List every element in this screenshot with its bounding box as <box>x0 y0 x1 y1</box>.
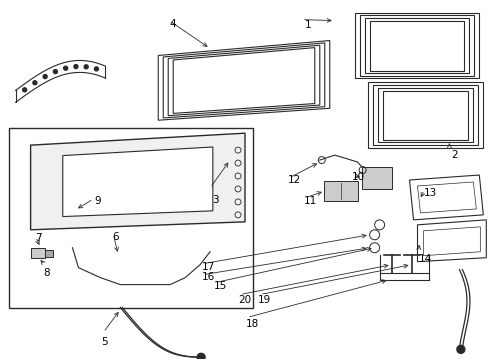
Text: 8: 8 <box>43 268 50 278</box>
Circle shape <box>63 66 67 70</box>
Polygon shape <box>367 82 482 148</box>
Text: 9: 9 <box>94 196 101 206</box>
Bar <box>31 248 44 258</box>
Text: 6: 6 <box>112 232 119 242</box>
Text: 7: 7 <box>36 233 42 243</box>
Circle shape <box>94 67 98 71</box>
Text: 20: 20 <box>238 294 251 305</box>
Circle shape <box>53 69 57 73</box>
Text: 13: 13 <box>423 188 436 198</box>
Text: 3: 3 <box>212 195 218 205</box>
Text: 4: 4 <box>169 19 176 29</box>
Polygon shape <box>158 41 329 120</box>
Text: 12: 12 <box>287 175 301 185</box>
FancyBboxPatch shape <box>323 181 357 201</box>
Polygon shape <box>408 175 482 220</box>
Circle shape <box>43 75 47 78</box>
Text: 5: 5 <box>101 337 108 347</box>
Polygon shape <box>31 133 244 230</box>
Text: 16: 16 <box>202 272 215 282</box>
Text: 14: 14 <box>418 254 431 264</box>
Text: 10: 10 <box>351 172 364 182</box>
Polygon shape <box>417 220 486 262</box>
Circle shape <box>74 64 78 68</box>
Circle shape <box>456 345 464 353</box>
Text: 18: 18 <box>245 319 259 329</box>
Circle shape <box>33 81 37 85</box>
Circle shape <box>22 88 26 92</box>
Text: 15: 15 <box>214 280 227 291</box>
Circle shape <box>197 353 204 360</box>
Text: 17: 17 <box>202 262 215 272</box>
Text: 1: 1 <box>304 20 311 30</box>
Polygon shape <box>62 147 212 217</box>
Bar <box>9 128 252 307</box>
Text: 19: 19 <box>258 294 271 305</box>
Text: 2: 2 <box>450 150 457 160</box>
Polygon shape <box>354 13 478 78</box>
Circle shape <box>84 65 88 69</box>
Text: 11: 11 <box>303 196 316 206</box>
Bar <box>44 250 52 257</box>
FancyBboxPatch shape <box>361 167 391 189</box>
